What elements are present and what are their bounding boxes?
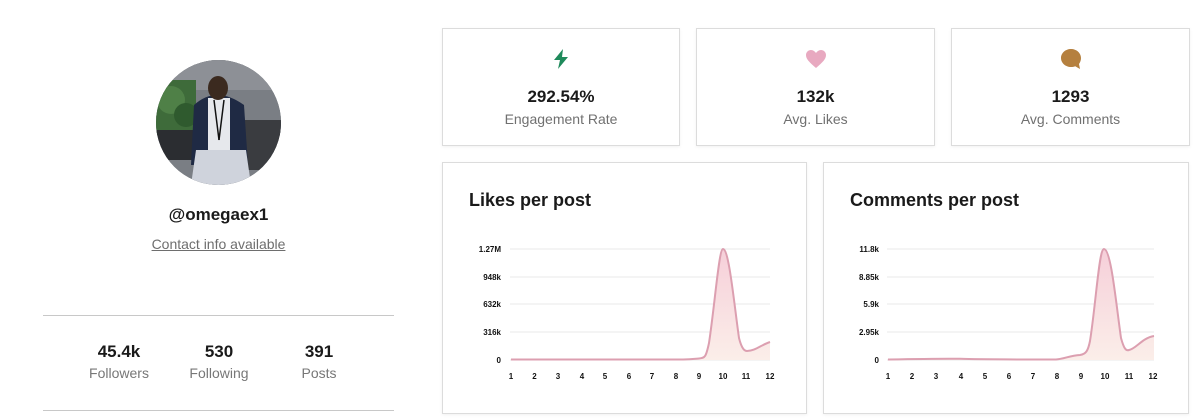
- stat-posts: 391 Posts: [269, 342, 369, 381]
- svg-text:7: 7: [650, 372, 655, 381]
- engagement-rate-label: Engagement Rate: [504, 111, 618, 127]
- x-axis-ticks: 1 2 3 4 5 6 7 8 9 10 11 12: [509, 372, 775, 381]
- svg-text:12: 12: [1149, 372, 1158, 381]
- svg-text:3: 3: [556, 372, 561, 381]
- kpi-avg-likes: 132k Avg. Likes: [696, 28, 935, 146]
- svg-text:12: 12: [766, 372, 775, 381]
- svg-text:8: 8: [1055, 372, 1060, 381]
- profile-handle: @omegaex1: [168, 205, 269, 224]
- avatar: [156, 60, 281, 185]
- comments-chart-plot: 11.8k 8.85k 5.9k 2.95k 0 1 2 3 4 5 6 7 8…: [859, 245, 1158, 381]
- svg-text:11: 11: [742, 372, 751, 381]
- svg-text:7: 7: [1031, 372, 1036, 381]
- svg-text:8.85k: 8.85k: [859, 273, 880, 282]
- likes-line: [511, 247, 771, 361]
- svg-text:5: 5: [983, 372, 988, 381]
- svg-text:11.8k: 11.8k: [859, 245, 879, 254]
- followers-label: Followers: [89, 365, 149, 381]
- svg-text:2.95k: 2.95k: [859, 328, 880, 337]
- svg-text:0: 0: [875, 356, 880, 365]
- comments-line: [887, 247, 1155, 361]
- avg-likes-value: 132k: [796, 87, 835, 106]
- kpi-engagement-rate: 292.54% Engagement Rate: [442, 28, 680, 146]
- followers-count: 45.4k: [97, 342, 141, 361]
- x-axis-ticks: 1 2 3 4 5 6 7 8 9 10 11 12: [886, 372, 1158, 381]
- stat-followers: 45.4k Followers: [69, 342, 169, 381]
- svg-text:948k: 948k: [483, 273, 501, 282]
- contact-info-link[interactable]: Contact info available: [151, 236, 286, 252]
- divider-top: [43, 315, 394, 316]
- chart-title: Comments per post: [850, 190, 1020, 210]
- svg-text:1: 1: [509, 372, 514, 381]
- svg-text:1.27M: 1.27M: [479, 245, 502, 254]
- divider-bottom: [43, 410, 394, 411]
- avg-comments-value: 1293: [1051, 87, 1090, 106]
- svg-text:3: 3: [934, 372, 939, 381]
- svg-text:316k: 316k: [483, 328, 501, 337]
- svg-text:11: 11: [1125, 372, 1134, 381]
- svg-text:1: 1: [886, 372, 891, 381]
- following-count: 530: [204, 342, 234, 361]
- svg-text:9: 9: [1079, 372, 1084, 381]
- likes-per-post-chart: Likes per post 1.27M 948k 632k 316k 0 1 …: [442, 162, 807, 414]
- chat-bubble-icon: [1060, 49, 1081, 69]
- svg-text:9: 9: [697, 372, 702, 381]
- svg-text:2: 2: [910, 372, 915, 381]
- comments-area-fill: [888, 249, 1154, 360]
- lightning-bolt-icon: [554, 49, 568, 69]
- y-axis-ticks: 1.27M 948k 632k 316k 0: [479, 245, 502, 365]
- kpi-avg-comments: 1293 Avg. Comments: [951, 28, 1190, 146]
- svg-text:8: 8: [674, 372, 679, 381]
- svg-text:4: 4: [580, 372, 585, 381]
- svg-text:10: 10: [719, 372, 728, 381]
- comments-per-post-chart: Comments per post 11.8k 8.85k 5.9k 2.95k…: [823, 162, 1189, 414]
- svg-text:4: 4: [959, 372, 964, 381]
- posts-count: 391: [304, 342, 334, 361]
- chart-title: Likes per post: [469, 190, 592, 210]
- profile-stats: 45.4k Followers 530 Following 391 Posts: [43, 342, 394, 387]
- posts-label: Posts: [301, 365, 337, 381]
- avg-comments-label: Avg. Comments: [1020, 111, 1121, 127]
- svg-text:2: 2: [532, 372, 537, 381]
- following-label: Following: [189, 365, 249, 381]
- stat-following: 530 Following: [169, 342, 269, 381]
- engagement-rate-value: 292.54%: [527, 87, 595, 106]
- svg-text:10: 10: [1101, 372, 1110, 381]
- svg-text:5.9k: 5.9k: [863, 300, 879, 309]
- svg-text:5: 5: [603, 372, 608, 381]
- profile-panel: @omegaex1 Contact info available 45.4k F…: [43, 0, 394, 420]
- svg-text:6: 6: [627, 372, 632, 381]
- svg-text:0: 0: [497, 356, 502, 365]
- svg-text:632k: 632k: [483, 300, 501, 309]
- svg-text:6: 6: [1007, 372, 1012, 381]
- likes-area-fill: [511, 249, 770, 360]
- likes-chart-plot: 1.27M 948k 632k 316k 0 1 2 3 4 5 6 7 8 9…: [479, 245, 775, 381]
- avg-likes-label: Avg. Likes: [783, 111, 848, 127]
- avatar-photo: [156, 60, 281, 185]
- heart-icon: [805, 50, 826, 68]
- y-axis-ticks: 11.8k 8.85k 5.9k 2.95k 0: [859, 245, 880, 365]
